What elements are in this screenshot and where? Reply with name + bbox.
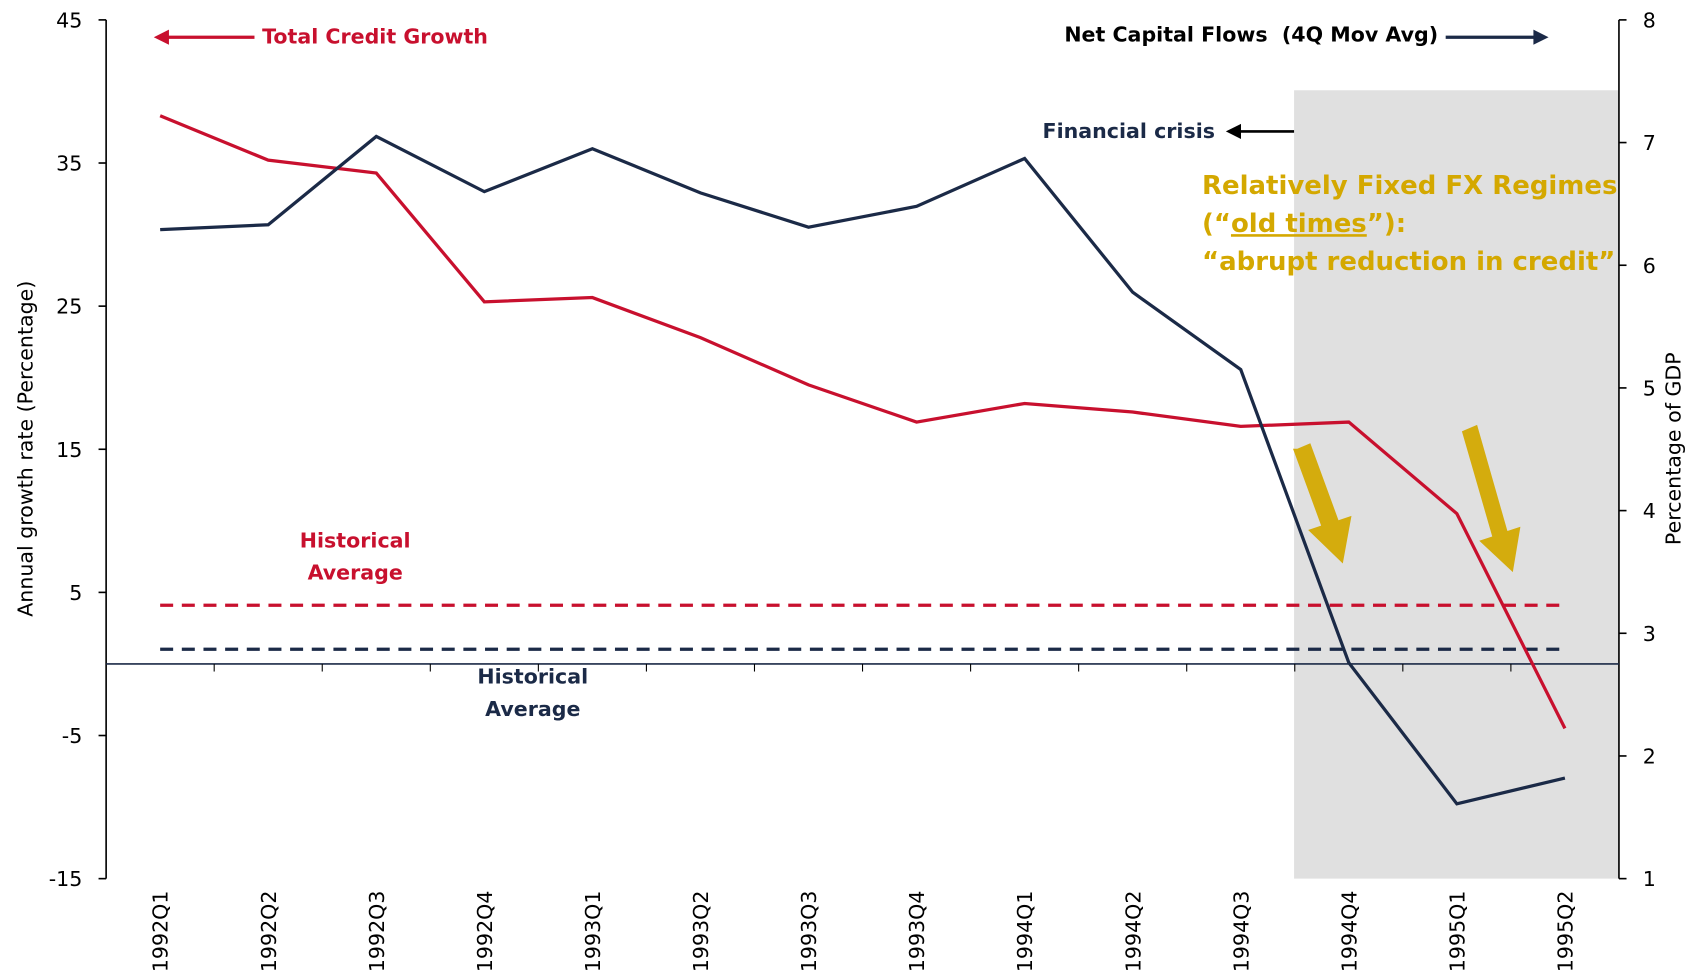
x-tick-label: 1995Q2	[1553, 891, 1577, 970]
y2-tick-label: 3	[1643, 622, 1656, 646]
fx-line: Relatively Fixed FX Regimes	[1202, 171, 1617, 201]
legend-label: Net Capital Flows (4Q Mov Avg)	[1064, 23, 1438, 47]
legend-arrow-head	[1533, 29, 1549, 45]
fx-part: old times	[1231, 209, 1367, 239]
y-tick-label: 15	[56, 438, 82, 462]
reference-label: Historical	[477, 665, 588, 689]
fx-part: (“	[1202, 209, 1231, 239]
reference-label: Average	[308, 561, 403, 585]
x-tick-label: 1992Q1	[149, 891, 173, 970]
y2-tick-label: 4	[1643, 499, 1656, 523]
financial-crisis-label: Financial crisis	[1043, 119, 1215, 143]
x-tick-label: 1995Q1	[1445, 891, 1469, 970]
x-tick-label: 1994Q4	[1337, 891, 1361, 970]
series-line	[159, 114, 1567, 730]
x-tick-label: 1992Q3	[365, 891, 389, 970]
x-tick-label: 1994Q3	[1229, 891, 1253, 970]
crisis-shade	[1294, 90, 1619, 879]
x-tick-label: 1992Q2	[257, 891, 281, 970]
down-arrow	[1461, 424, 1521, 573]
x-tick-label: 1993Q3	[797, 891, 821, 970]
y2-tick-label: 7	[1643, 131, 1656, 155]
series-line	[160, 134, 1566, 806]
fx-line: “abrupt reduction in credit”	[1202, 247, 1615, 277]
reference-label: Historical	[300, 528, 411, 552]
crisis-arrow-head	[1225, 123, 1242, 140]
down-arrow	[1292, 443, 1352, 564]
x-tick-label: 1993Q4	[905, 891, 929, 970]
y-axis-label: Annual growth rate (Percentage)	[13, 281, 37, 617]
legend-arrow-head	[153, 29, 169, 45]
fx-line: (“old times”):	[1202, 209, 1406, 239]
y-tick-label: -15	[49, 867, 83, 891]
x-tick-label: 1993Q1	[581, 891, 605, 970]
fx-part: ”):	[1367, 209, 1406, 239]
yellow-arrows	[1292, 424, 1521, 573]
y2-tick-label: 8	[1643, 8, 1656, 32]
y2-tick-label: 6	[1643, 254, 1656, 278]
y-tick-label: 25	[56, 295, 82, 319]
y2-tick-label: 1	[1643, 867, 1656, 891]
x-tick-label: 1994Q1	[1013, 891, 1037, 970]
legend-label: Total Credit Growth	[262, 25, 488, 49]
reference-label: Average	[485, 697, 580, 721]
x-tick-label: 1993Q2	[689, 891, 713, 970]
y2-tick-label: 2	[1643, 745, 1656, 769]
fx-annotation: Relatively Fixed FX Regimes (“old times”…	[1202, 171, 1617, 277]
y2-tick-label: 5	[1643, 377, 1656, 401]
y-tick-label: -5	[62, 724, 83, 748]
x-tick-label: 1994Q2	[1121, 891, 1145, 970]
x-tick-label: 1992Q4	[473, 891, 497, 970]
y-tick-label: 5	[69, 581, 82, 605]
y2-axis-label: Percentage of GDP	[1662, 352, 1686, 545]
y-tick-label: 45	[56, 8, 82, 32]
y-tick-label: 35	[56, 152, 82, 176]
